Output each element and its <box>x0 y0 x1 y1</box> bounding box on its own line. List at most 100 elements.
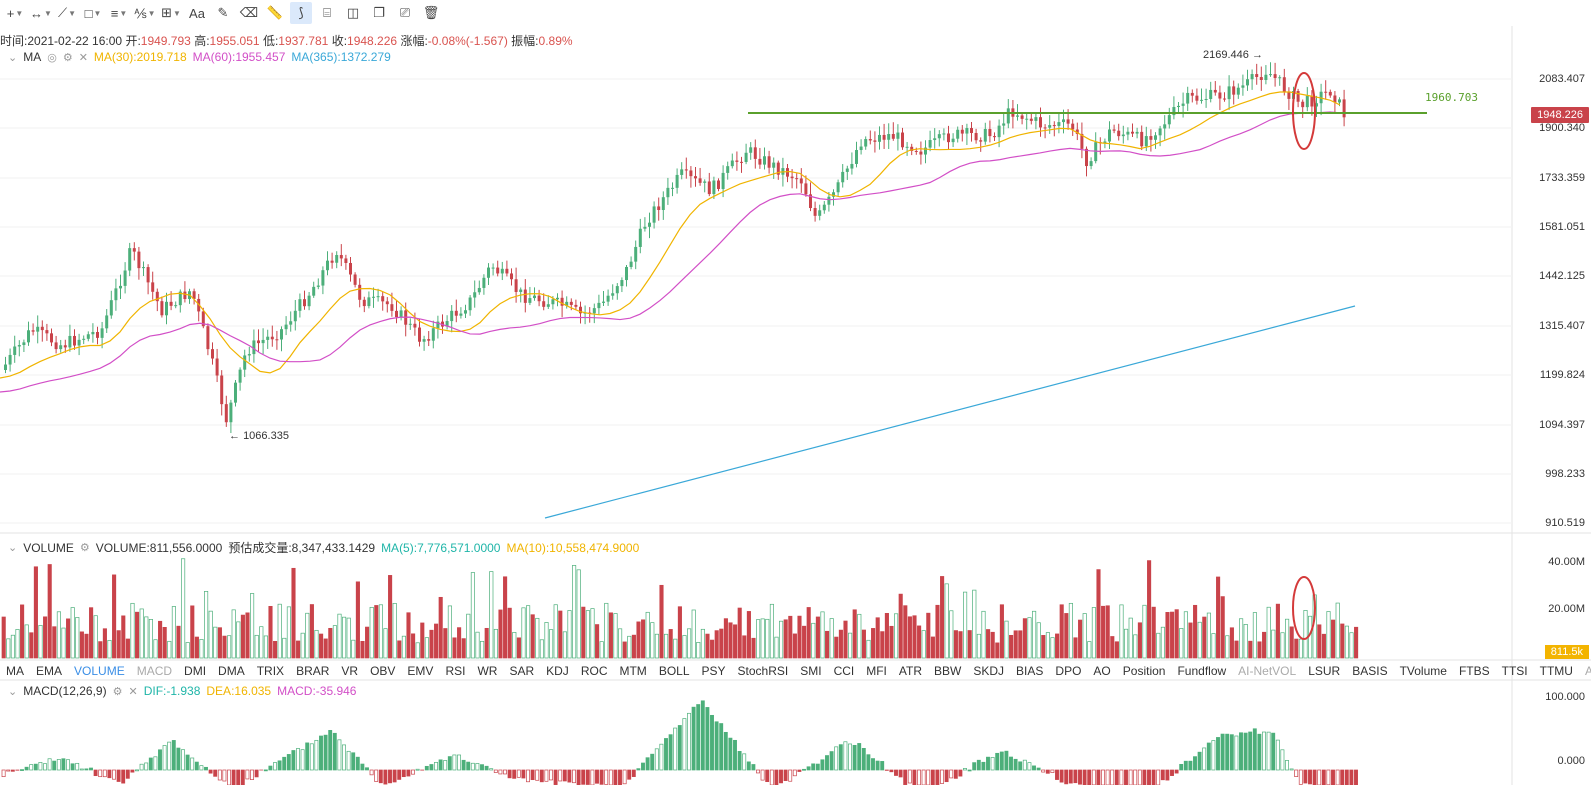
collapse-chevron-icon[interactable]: ⌄ <box>8 542 18 554</box>
volume-ma5: MA(5):7,776,571.0000 <box>381 540 501 555</box>
brush-tool-button[interactable]: ✎ <box>212 2 234 24</box>
macd-bar <box>696 704 701 771</box>
tab-vr[interactable]: VR <box>341 664 359 678</box>
caret-down-icon[interactable]: ▼ <box>44 8 52 18</box>
lock-tool-button[interactable]: ⌸ <box>316 2 338 24</box>
tab-dpo[interactable]: DPO <box>1055 664 1082 678</box>
tab-bias[interactable]: BIAS <box>1016 664 1044 678</box>
collapse-chevron-icon[interactable]: ⌄ <box>8 685 18 698</box>
magnet-tool-button[interactable]: ⟆ <box>290 2 312 24</box>
candle-body <box>993 136 996 138</box>
tab-cci[interactable]: CCI <box>833 664 855 678</box>
tab-ao[interactable]: AO <box>1093 664 1111 678</box>
tab-wr[interactable]: WR <box>477 664 498 678</box>
gear-icon[interactable]: ⚙ <box>79 542 90 554</box>
eraser-tool-button[interactable]: ⌫ <box>238 2 260 24</box>
delete-tool-button[interactable]: 🗑 <box>420 2 442 24</box>
tab-basis[interactable]: BASIS <box>1352 664 1388 678</box>
tab-skdj[interactable]: SKDJ <box>973 664 1005 678</box>
tab-ai-bsi[interactable]: AI-BSI <box>1584 664 1591 678</box>
candle-body <box>454 310 458 316</box>
collapse-chevron-icon[interactable]: ⌄ <box>8 51 18 64</box>
tab-ttsi[interactable]: TTSI <box>1501 664 1528 678</box>
volume-bar <box>144 616 149 659</box>
measure-tool-button[interactable]: ⊞ ▼ <box>160 2 182 24</box>
gear-icon[interactable]: ⚙ <box>62 51 73 64</box>
volume-bar <box>1271 629 1276 659</box>
tab-volume[interactable]: VOLUME <box>74 664 125 678</box>
macd-bar <box>383 769 388 785</box>
tab-dma[interactable]: DMA <box>218 664 245 678</box>
fib-tool-button[interactable]: ≡ ▼ <box>108 2 130 24</box>
macd-bar <box>1174 769 1179 774</box>
tab-bbw[interactable]: BBW <box>934 664 962 678</box>
wave-tool-button[interactable]: ⅍ ▼ <box>134 2 156 24</box>
close-icon[interactable]: ✕ <box>78 51 88 64</box>
trend-line-tool-button[interactable]: ⟋ ▼ <box>56 2 78 24</box>
copy-tool-button[interactable]: ❐ <box>368 2 390 24</box>
horizontal-line-tool-button[interactable]: ↔ ▼ <box>30 2 52 24</box>
candle-body <box>542 301 546 307</box>
ma-name: MA <box>23 50 42 64</box>
candle-body <box>473 292 477 298</box>
macd-bar <box>1096 769 1101 785</box>
low-annotation: ← 1066.335 <box>229 430 289 442</box>
tab-rsi[interactable]: RSI <box>445 664 466 678</box>
tab-roc[interactable]: ROC <box>580 664 608 678</box>
candle-body <box>142 267 145 269</box>
tab-ai-netvol[interactable]: AI-NetVOL <box>1238 664 1297 678</box>
eye-icon[interactable]: ◎ <box>47 51 57 64</box>
close-icon[interactable]: ✕ <box>128 685 138 698</box>
tab-sar[interactable]: SAR <box>509 664 535 678</box>
crosshair-tool-button[interactable]: + ▼ <box>4 2 26 24</box>
tab-ftbs[interactable]: FTBS <box>1458 664 1490 678</box>
macd-bar <box>585 769 590 785</box>
macd-bar <box>466 761 471 771</box>
hide-tool-button[interactable]: ◫ <box>342 2 364 24</box>
tab-macd[interactable]: MACD <box>136 664 173 678</box>
caret-down-icon[interactable]: ▼ <box>147 8 156 18</box>
caret-down-icon[interactable]: ▼ <box>172 8 181 18</box>
tab-ema[interactable]: EMA <box>36 664 63 678</box>
tab-trix[interactable]: TRIX <box>256 664 285 678</box>
tab-dmi[interactable]: DMI <box>184 664 207 678</box>
tab-mtm[interactable]: MTM <box>619 664 647 678</box>
caret-down-icon[interactable]: ▼ <box>68 8 77 18</box>
tab-brar[interactable]: BRAR <box>296 664 330 678</box>
volume-bar <box>424 637 429 659</box>
gear-icon[interactable]: ⚙ <box>112 685 123 698</box>
tab-lsur[interactable]: LSUR <box>1308 664 1341 678</box>
volume-bar <box>907 616 912 659</box>
tab-mfi[interactable]: MFI <box>866 664 887 678</box>
macd-bar <box>530 769 535 781</box>
caret-down-icon[interactable]: ▼ <box>15 8 24 18</box>
tab-fundflow[interactable]: Fundflow <box>1177 664 1227 678</box>
macd-bar <box>1151 769 1156 785</box>
tab-atr[interactable]: ATR <box>898 664 923 678</box>
candle-body <box>376 296 380 298</box>
ruler-tool-button[interactable]: 📏 <box>264 2 286 24</box>
tab-position[interactable]: Position <box>1122 664 1166 678</box>
tab-ma[interactable]: MA <box>6 664 24 678</box>
tab-emv[interactable]: EMV <box>407 664 434 678</box>
caret-down-icon[interactable]: ▼ <box>119 8 128 18</box>
tab-kdj[interactable]: KDJ <box>546 664 569 678</box>
rectangle-tool-button[interactable]: □ ▼ <box>82 2 104 24</box>
delete-tool-icon: 🗑 <box>422 5 440 20</box>
tab-psy[interactable]: PSY <box>701 664 726 678</box>
screenshot-tool-button[interactable]: ⎚ <box>394 2 416 24</box>
text-tool-button[interactable]: Aa <box>186 2 208 24</box>
caret-down-icon[interactable]: ▼ <box>93 8 102 18</box>
candle-body <box>40 326 44 331</box>
tab-boll[interactable]: BOLL <box>658 664 690 678</box>
candle-body <box>496 267 500 274</box>
volume-bar <box>930 636 935 659</box>
tab-stochrsi[interactable]: StochRSI <box>737 664 789 678</box>
tab-smi[interactable]: SMI <box>800 664 822 678</box>
tab-ttmu[interactable]: TTMU <box>1539 664 1573 678</box>
tab-tvolume[interactable]: TVolume <box>1399 664 1447 678</box>
tab-obv[interactable]: OBV <box>370 664 396 678</box>
macd-bar <box>1243 732 1248 771</box>
macd-bar <box>926 769 931 785</box>
